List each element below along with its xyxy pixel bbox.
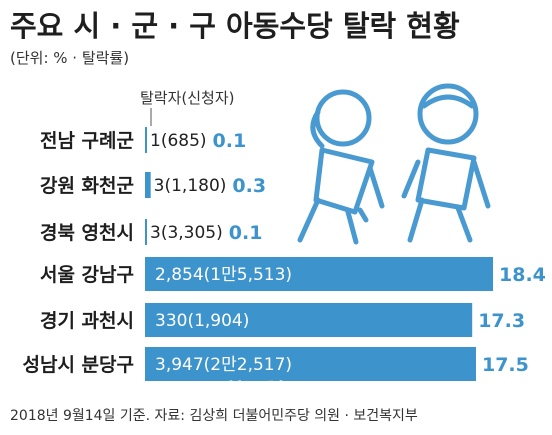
category-label: 경기 과천시 <box>40 310 134 332</box>
bar <box>145 257 493 291</box>
boy-student-icon <box>401 83 491 243</box>
student-icons <box>297 83 491 245</box>
bar <box>145 303 473 337</box>
bar-label: 330(1,904) <box>155 311 249 331</box>
chart-title: 주요 시 · 군 · 구 아동수당 탈락 현황 <box>10 9 460 43</box>
value-label: 0.1 <box>229 222 263 244</box>
bar-label: 2,854(1만5,513) <box>155 265 292 285</box>
bar-label: 3,947(2만2,517) <box>155 355 292 375</box>
category-label: 전남 구례군 <box>40 130 134 152</box>
bar-label: 3(1,180) <box>154 176 227 196</box>
value-label: 0.3 <box>232 175 266 197</box>
bar <box>145 347 476 381</box>
bar <box>145 172 151 198</box>
girl-student-icon <box>297 89 385 245</box>
value-label: 0.1 <box>213 130 247 152</box>
bar-label: 1(685) <box>150 131 207 151</box>
unit-note: (단위: % · 탈락률) <box>10 49 129 67</box>
value-label: 17.5 <box>482 354 529 376</box>
bar <box>145 127 147 153</box>
category-label: 강원 화천군 <box>40 175 134 197</box>
category-label: 경북 영천시 <box>40 222 134 244</box>
category-label: 서울 강남구 <box>40 264 134 286</box>
footer-source: 2018년 9월14일 기준. 자료: 김상희 더불어민주당 의원 · 보건복지… <box>10 408 418 424</box>
bar-label: 3(3,305) <box>150 223 223 243</box>
watermark: 한국일보 <box>224 380 305 405</box>
value-label: 17.3 <box>478 310 525 332</box>
bars: 전남 구례군 1(685) 0.1 강원 화천군 3(1,180) 0.3 경북 영천시 3(… <box>23 127 546 381</box>
legend-label: 탈락자(신청자) <box>140 89 235 107</box>
category-label: 성남시 분당구 <box>23 354 135 376</box>
bar <box>145 219 147 245</box>
value-label: 18.4 <box>499 264 546 286</box>
